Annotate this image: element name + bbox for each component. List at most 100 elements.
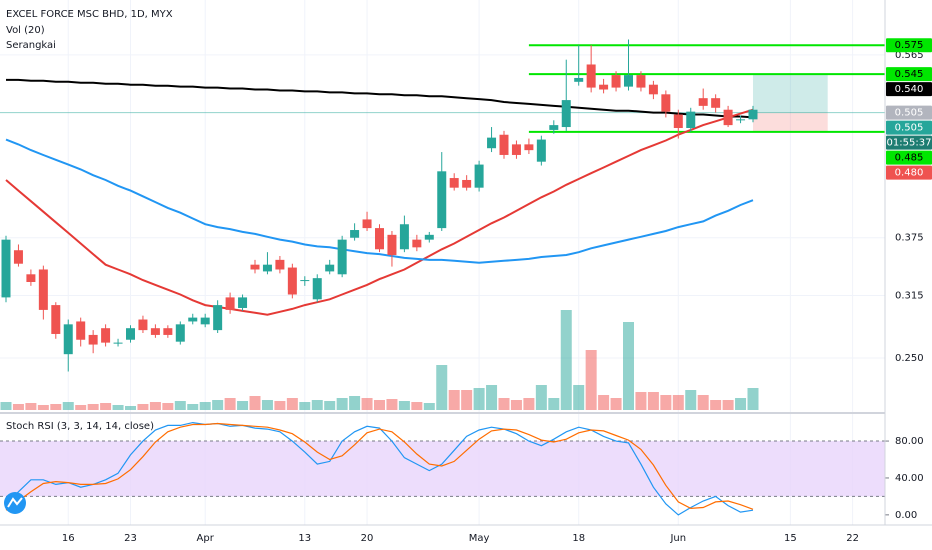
candle-body: [449, 178, 459, 188]
candle-body: [225, 297, 235, 310]
volume-bar: [548, 398, 560, 410]
candle-body: [262, 264, 272, 272]
position-profit: [753, 74, 828, 113]
volume-bar: [486, 385, 498, 410]
candle-body: [723, 109, 733, 126]
position-loss: [753, 112, 828, 132]
stoch-band: [0, 441, 885, 497]
candle-body: [13, 250, 23, 264]
candle-body: [648, 84, 658, 95]
volume-bar: [374, 400, 385, 410]
candle-body: [88, 334, 98, 345]
volume-bar: [647, 392, 659, 410]
volume-bar: [349, 396, 361, 410]
x-tick-label: 23: [124, 533, 137, 544]
candle-body: [175, 324, 185, 342]
candle-body: [673, 114, 683, 129]
candle-body: [499, 134, 509, 155]
candle-body: [511, 144, 521, 155]
candle-body: [101, 328, 111, 343]
volume-bar: [585, 350, 597, 410]
candle-body: [51, 305, 61, 334]
volume-bar: [224, 398, 236, 410]
x-tick-label: 15: [784, 533, 797, 544]
price-badge-label: 0.485: [895, 153, 924, 164]
volume-bar: [174, 401, 186, 410]
candle-body: [536, 139, 546, 162]
volume-bar: [473, 388, 485, 410]
y-tick-label: 0.315: [895, 290, 924, 301]
volume-bar: [660, 395, 672, 410]
candle-body: [375, 228, 384, 250]
volume-bar: [398, 401, 410, 410]
candle-body: [163, 328, 173, 335]
x-tick-label: Jun: [669, 533, 686, 544]
candle-body: [611, 75, 621, 88]
volume-bar: [722, 400, 734, 410]
volume-bar: [249, 396, 261, 410]
candle-body: [126, 328, 135, 340]
candle-body: [636, 75, 646, 88]
price-badge-label: 0.505: [895, 108, 924, 119]
x-tick-label: 22: [846, 533, 859, 544]
volume-bar: [0, 402, 12, 410]
volume-bar: [311, 400, 323, 410]
line-series: [5, 422, 754, 511]
stoch-title: Stoch RSI (3, 3, 14, 14, close): [6, 421, 154, 432]
y-tick-label: 0.250: [895, 353, 924, 364]
volume-bar: [100, 403, 112, 410]
volume-bar: [535, 385, 547, 410]
volume-bar: [162, 403, 174, 410]
candle-body: [487, 137, 497, 149]
candle-body: [63, 324, 73, 355]
volume-bar: [199, 402, 211, 410]
candle-body: [624, 75, 633, 87]
candle-body: [150, 328, 160, 335]
volume-bar: [50, 404, 62, 410]
price-badge: [886, 38, 932, 53]
candle-body: [599, 84, 609, 90]
volume-bar: [125, 406, 136, 410]
volume-bar: [560, 310, 572, 410]
volume-bar: [12, 404, 24, 410]
candle-body: [287, 267, 297, 295]
price-badge: [886, 82, 932, 97]
candle-body: [213, 305, 223, 331]
candle-body: [524, 144, 534, 151]
volume-bar: [510, 400, 522, 410]
x-tick-label: 13: [298, 533, 311, 544]
candle-body: [250, 264, 260, 270]
candle-body: [549, 125, 559, 130]
volume-bar: [149, 402, 161, 410]
price-badge-label: 0.480: [895, 168, 924, 179]
price-badge-label: 0.545: [895, 69, 924, 80]
candle-body: [300, 280, 310, 282]
candle-body: [113, 342, 123, 344]
volume-bar: [461, 390, 473, 410]
price-badge-label: 0.540: [895, 84, 924, 95]
volume-bar: [735, 398, 747, 410]
candle-body: [399, 224, 409, 250]
candle-body: [574, 77, 584, 82]
candle-body: [312, 278, 322, 300]
volume-bar: [710, 400, 722, 410]
price-badge: [886, 150, 932, 165]
candle-body: [686, 111, 696, 129]
price-badge: [886, 105, 932, 120]
y-tick-label: 0.00: [895, 510, 917, 521]
candle-body: [200, 317, 210, 325]
candle-body: [748, 109, 758, 120]
candle-body: [238, 297, 248, 308]
volume-bar: [324, 401, 336, 410]
candle-body: [462, 179, 472, 188]
candle-body: [661, 94, 671, 112]
candle-body: [325, 264, 335, 272]
candle-body: [26, 274, 36, 282]
volume-bar: [610, 398, 622, 410]
volume-bar: [75, 405, 87, 410]
volume-bar: [411, 402, 423, 410]
candle-body: [424, 234, 434, 240]
candle-body: [711, 98, 721, 108]
volume-bar: [62, 402, 74, 410]
